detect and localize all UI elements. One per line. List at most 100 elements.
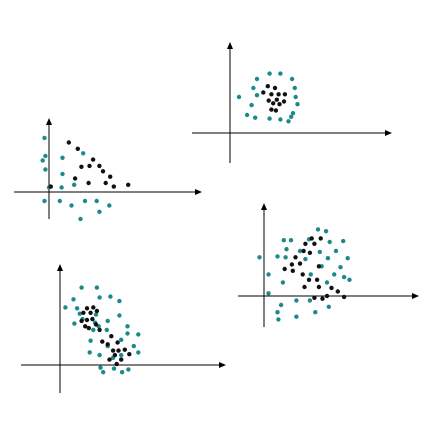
black-point — [317, 285, 321, 289]
teal-point — [117, 313, 121, 317]
teal-point — [318, 250, 322, 254]
black-point — [104, 181, 108, 185]
teal-point — [294, 315, 298, 319]
teal-point — [251, 86, 255, 90]
teal-point — [120, 370, 124, 374]
black-point — [273, 86, 277, 90]
teal-point — [91, 328, 95, 332]
black-point — [325, 294, 329, 298]
teal-point — [245, 113, 249, 117]
teal-point — [249, 103, 253, 107]
teal-point — [267, 71, 271, 75]
teal-point — [324, 229, 328, 233]
black-point — [97, 328, 101, 332]
black-point — [106, 342, 110, 346]
black-point — [274, 108, 278, 112]
x-axis-arrow — [219, 362, 226, 368]
black-point — [319, 236, 323, 240]
black-point — [85, 318, 89, 322]
teal-point — [281, 280, 285, 284]
teal-point — [313, 310, 317, 314]
teal-point — [338, 265, 342, 269]
y-axis-arrow — [46, 118, 52, 125]
black-point — [301, 249, 305, 253]
black-point — [100, 339, 104, 343]
teal-point — [88, 339, 92, 343]
teal-point — [107, 203, 111, 207]
black-point — [312, 296, 316, 300]
teal-point — [275, 310, 279, 314]
teal-point — [266, 272, 270, 276]
black-point — [79, 165, 83, 169]
black-point — [49, 184, 53, 188]
teal-point — [125, 331, 129, 335]
teal-point — [303, 257, 307, 261]
black-point — [269, 107, 273, 111]
teal-point — [237, 95, 241, 99]
black-point — [301, 272, 305, 276]
teal-point — [278, 71, 282, 75]
teal-point — [117, 299, 121, 303]
black-point — [315, 278, 319, 282]
teal-point — [79, 285, 83, 289]
black-point — [310, 236, 314, 240]
teal-point — [97, 210, 101, 214]
black-point — [336, 289, 340, 293]
black-point — [271, 101, 275, 105]
x-axis-arrow — [412, 293, 419, 299]
black-point — [116, 348, 120, 352]
teal-point — [294, 298, 298, 302]
scatter-chart-3 — [238, 203, 419, 327]
teal-point — [60, 172, 64, 176]
teal-point — [71, 297, 75, 301]
teal-point — [108, 294, 112, 298]
teal-series — [237, 71, 300, 123]
black-point — [293, 255, 297, 259]
black-point — [298, 261, 302, 265]
black-point — [108, 175, 112, 179]
teal-point — [283, 255, 287, 259]
black-point — [320, 297, 324, 301]
teal-point — [43, 167, 47, 171]
teal-point — [327, 305, 331, 309]
teal-point — [42, 199, 46, 203]
teal-point — [88, 350, 92, 354]
black-series — [79, 305, 131, 366]
teal-point — [63, 305, 67, 309]
black-point — [76, 147, 80, 151]
black-point — [73, 176, 77, 180]
teal-point — [334, 249, 338, 253]
black-point — [112, 184, 116, 188]
teal-point — [255, 93, 259, 97]
black-point — [283, 267, 287, 271]
teal-point — [266, 291, 270, 295]
teal-point — [60, 156, 64, 160]
teal-point — [58, 199, 62, 203]
teal-point — [290, 77, 294, 81]
black-point — [329, 286, 333, 290]
teal-point — [72, 183, 76, 187]
teal-point — [119, 353, 123, 357]
teal-point — [347, 278, 351, 282]
black-point — [87, 164, 91, 168]
teal-point — [289, 238, 293, 242]
teal-point — [293, 86, 297, 90]
teal-point — [286, 119, 290, 123]
black-point — [91, 305, 95, 309]
black-point — [290, 262, 294, 266]
teal-point — [279, 303, 283, 307]
teal-point — [69, 203, 73, 207]
black-point — [97, 164, 101, 168]
black-point — [91, 157, 95, 161]
black-point — [111, 348, 115, 352]
black-point — [342, 295, 346, 299]
teal-point — [284, 247, 288, 251]
black-point — [312, 242, 316, 246]
black-point — [283, 92, 287, 96]
black-point — [127, 352, 131, 356]
teal-point — [95, 285, 99, 289]
teal-point — [332, 272, 336, 276]
black-point — [303, 242, 307, 246]
teal-point — [97, 295, 101, 299]
teal-point — [289, 115, 293, 119]
